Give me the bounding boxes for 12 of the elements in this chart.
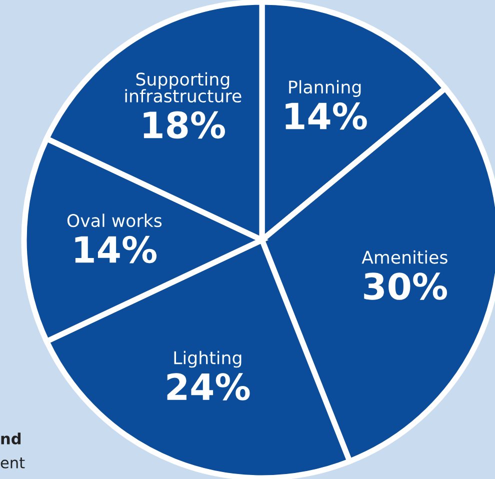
data-label: 30% <box>364 272 447 300</box>
slice-label: Planning <box>289 80 361 97</box>
data-label: 14% <box>75 236 157 264</box>
slice-label: Lighting <box>174 350 242 368</box>
data-label: 14% <box>286 102 367 130</box>
data-label: 18% <box>144 111 225 139</box>
slice-label: Oval works <box>67 214 162 228</box>
text: ent <box>0 457 25 468</box>
text: nd <box>1 432 21 444</box>
slice-label: Amenities <box>362 250 448 264</box>
slice-label: Supporting infrastructure <box>125 72 242 103</box>
data-label: 24% <box>167 373 250 400</box>
